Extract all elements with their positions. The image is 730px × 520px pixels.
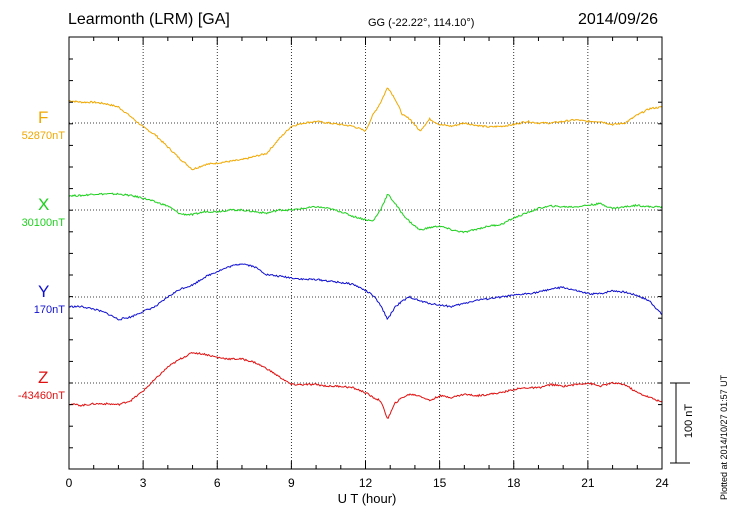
date-label: 2014/09/26 <box>578 11 659 28</box>
baseline-value-f: 52870nT <box>21 130 65 142</box>
x-tick-label: 0 <box>66 476 73 490</box>
traces <box>68 87 663 419</box>
station-title: Learmonth (LRM) [GA] <box>68 11 230 28</box>
x-tick-label: 3 <box>140 476 147 490</box>
scale-bar-label: 100 nT <box>683 404 695 439</box>
baseline-value-x: 30100nT <box>21 217 65 229</box>
grid-lines <box>142 37 589 469</box>
x-tick-label: 21 <box>581 476 595 490</box>
baseline-value-y: 170nT <box>33 304 65 316</box>
x-tick-label: 18 <box>507 476 521 490</box>
x-tick-label: 24 <box>655 476 669 490</box>
x-tick-label: 15 <box>433 476 447 490</box>
component-label-z: Z <box>38 368 49 387</box>
trace-y <box>68 263 663 321</box>
component-label-y: Y <box>38 282 50 301</box>
x-tick-label: 6 <box>214 476 221 490</box>
axes: 0 3 6 9 12 15 18 21 24 <box>66 36 669 490</box>
station-coordinates: GG (-22.22°, 114.10°) <box>368 17 475 29</box>
x-tick-label: 9 <box>288 476 295 490</box>
trace-x <box>68 192 663 234</box>
x-tick-label: 12 <box>359 476 373 490</box>
trace-f <box>69 87 663 171</box>
x-axis-label: U T (hour) <box>338 491 397 506</box>
component-label-x: X <box>38 195 50 214</box>
component-label-f: F <box>38 108 49 127</box>
baseline-value-z: -43460nT <box>17 390 65 402</box>
scale-bar <box>670 382 690 464</box>
trace-z <box>68 352 663 419</box>
